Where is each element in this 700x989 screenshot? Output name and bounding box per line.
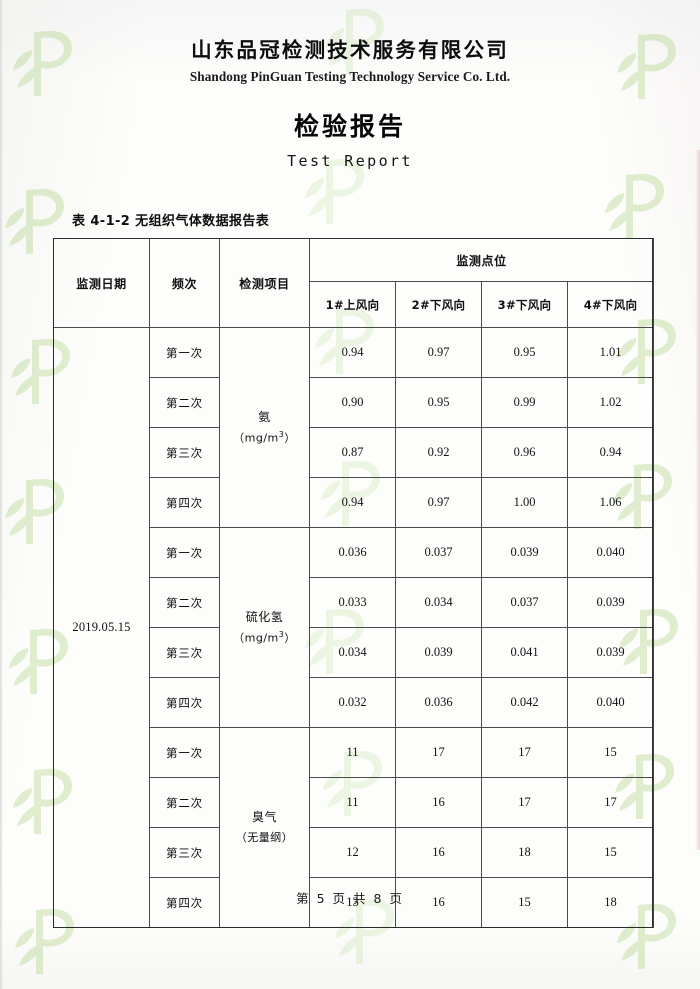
table-row: 第四次 13 16 15 18	[54, 877, 655, 928]
cell-value-p2: 0.034	[395, 577, 482, 628]
cell-value-p1: 0.94	[309, 327, 396, 378]
header-monitor-points-group: 监测点位	[308, 238, 655, 282]
cell-value-p3: 0.037	[481, 577, 568, 628]
table-row: 第二次 0.033 0.034 0.037 0.039	[54, 577, 655, 628]
table-row: 第四次 0.94 0.97 1.00 1.06	[54, 477, 655, 528]
cell-value-p1: 0.87	[309, 427, 396, 478]
table-row: 第三次 0.034 0.039 0.041 0.039	[54, 627, 655, 678]
cell-value-p4: 0.039	[566, 627, 655, 678]
cell-frequency: 第三次	[149, 827, 220, 878]
header-point-3: 3#下风向	[481, 281, 568, 328]
table-caption: 表 4-1-2 无组织气体数据报告表	[72, 214, 270, 229]
cell-value-p1: 11	[309, 727, 396, 778]
cell-value-p4: 15	[566, 827, 655, 878]
cell-frequency: 第一次	[149, 327, 220, 378]
cell-value-p2: 0.037	[395, 527, 482, 578]
cell-monitor-date: 2019.05.15	[53, 327, 150, 928]
cell-frequency: 第四次	[149, 477, 220, 528]
cell-value-p4: 18	[566, 877, 655, 928]
cell-value-p3: 0.99	[481, 377, 568, 428]
table-subheader-row: 1#上风向 2#下风向 3#下风向 4#下风向	[54, 281, 655, 328]
cell-value-p3: 0.042	[481, 677, 568, 728]
cell-frequency: 第二次	[149, 377, 220, 428]
cell-value-p3: 0.95	[481, 327, 568, 378]
cell-frequency: 第二次	[149, 577, 220, 628]
scan-edge-right	[695, 150, 700, 850]
cell-test-item-2: 硫化氢 （mg/m3）	[219, 527, 310, 728]
cell-value-p1: 11	[309, 777, 396, 828]
cell-frequency: 第二次	[149, 777, 220, 828]
table-row: 第二次 0.90 0.95 0.99 1.02	[54, 377, 655, 428]
cell-value-p1: 0.036	[309, 527, 396, 578]
cell-value-p3: 1.00	[481, 477, 568, 528]
cell-frequency: 第四次	[149, 877, 220, 928]
cell-frequency: 第三次	[149, 627, 220, 678]
cell-value-p2: 17	[395, 727, 482, 778]
cell-value-p4: 1.01	[566, 327, 655, 378]
cell-frequency: 第四次	[149, 677, 220, 728]
table-header-row: 监测日期 频次 检测项目 监测点位	[53, 238, 655, 328]
cell-test-item-1: 氨（mg/m3）	[219, 327, 310, 528]
cell-value-p1: 0.033	[309, 577, 396, 628]
page-number-footer: 第 5 页 共 8 页	[296, 891, 404, 906]
table-row: 第一次 硫化氢 （mg/m3） 0.036 0.037 0.039 0.040	[54, 527, 655, 728]
cell-value-p2: 0.92	[395, 427, 482, 478]
report-title-en: Test Report	[287, 151, 413, 170]
header-test-item: 检测项目	[219, 238, 310, 328]
cell-value-p2: 0.95	[395, 377, 482, 428]
header-frequency: 频次	[149, 238, 220, 328]
cell-value-p2: 16	[395, 777, 482, 828]
cell-frequency: 第一次	[149, 527, 220, 578]
cell-value-p4: 0.040	[566, 527, 655, 578]
cell-value-p2: 16	[395, 827, 482, 878]
cell-value-p3: 17	[481, 727, 568, 778]
cell-value-p1: 0.90	[309, 377, 396, 428]
company-name-en: Shandong PinGuan Testing Technology Serv…	[189, 68, 511, 84]
cell-value-p3: 0.96	[481, 427, 568, 478]
table-row: 第二次 11 16 17 17	[54, 777, 655, 828]
cell-value-p1: 0.034	[309, 627, 396, 678]
header-monitor-date: 监测日期	[53, 238, 150, 328]
gas-data-table: 监测日期 频次 检测项目 监测点位 1#上风向 2#下风向 3#下风向 4#下风向 2019.0…	[53, 238, 655, 928]
cell-frequency: 第一次	[149, 727, 220, 778]
data-table-wrapper: 监测日期 频次 检测项目 监测点位 1#上风向 2#下风向 3#下风向 4#下风向 2019.0…	[53, 238, 655, 928]
cell-value-p4: 1.06	[566, 477, 655, 528]
cell-value-p1: 12	[309, 827, 396, 878]
cell-value-p3: 15	[481, 877, 568, 928]
header-point-1: 1#上风向	[309, 281, 396, 328]
cell-value-p4: 17	[566, 777, 655, 828]
cell-value-p4: 0.94	[566, 427, 655, 478]
cell-value-p2: 0.97	[395, 477, 482, 528]
cell-value-p1: 0.032	[309, 677, 396, 728]
header-point-2: 2#下风向	[395, 281, 482, 328]
cell-value-p4: 15	[566, 727, 655, 778]
watermark-logo	[600, 165, 674, 247]
cell-value-p3: 0.041	[481, 627, 568, 678]
cell-value-p2: 0.039	[395, 627, 482, 678]
table-row: 第四次 0.032 0.036 0.042 0.040	[54, 677, 655, 728]
cell-test-item-3: 臭气 （无量纲）	[219, 727, 310, 928]
cell-frequency: 第三次	[149, 427, 220, 478]
document-header: 山东品冠检测技术服务有限公司 Shandong PinGuan Testing …	[0, 38, 700, 170]
table-row: 2019.05.15 第一次氨（mg/m3） 0.94 0.97 0.95 1.01	[53, 327, 655, 928]
cell-value-p3: 0.039	[481, 527, 568, 578]
cell-value-p3: 17	[481, 777, 568, 828]
cell-value-p2: 0.97	[395, 327, 482, 378]
table-row: 第一次 臭气 （无量纲） 11 17 17 15	[54, 727, 655, 928]
cell-value-p1: 0.94	[309, 477, 396, 528]
cell-value-p4: 1.02	[566, 377, 655, 428]
cell-value-p2: 0.036	[395, 677, 482, 728]
table-row: 第三次 12 16 18 15	[54, 827, 655, 878]
cell-value-p3: 18	[481, 827, 568, 878]
header-point-4: 4#下风向	[566, 281, 655, 328]
cell-value-p4: 0.039	[566, 577, 655, 628]
company-name-cn: 山东品冠检测技术服务有限公司	[191, 38, 509, 62]
cell-value-p4: 0.040	[566, 677, 655, 728]
report-title-cn: 检验报告	[293, 111, 406, 141]
